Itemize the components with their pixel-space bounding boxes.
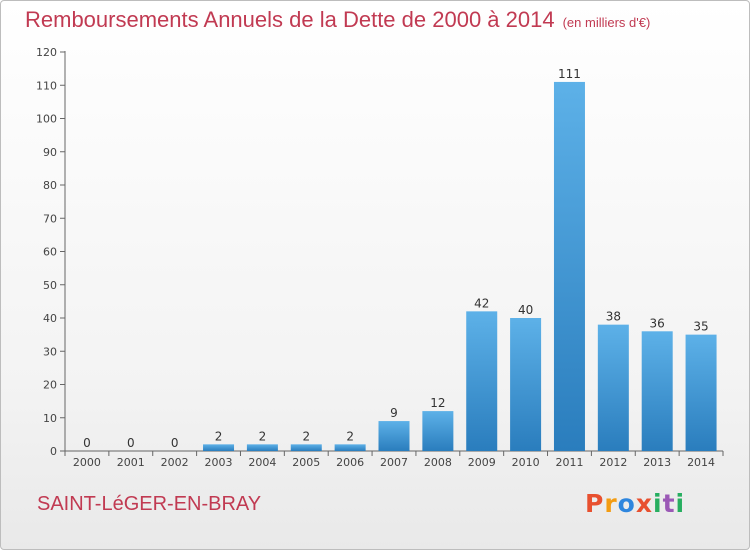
y-tick-label: 70 bbox=[43, 212, 57, 225]
bar-value-label: 2 bbox=[259, 429, 267, 443]
bar bbox=[246, 444, 278, 451]
y-tick-label: 80 bbox=[43, 179, 57, 192]
bar-value-label: 2 bbox=[215, 429, 223, 443]
bar bbox=[203, 444, 235, 451]
chart-title-unit: (en milliers d'€) bbox=[562, 15, 651, 30]
x-tick-label: 2007 bbox=[380, 456, 408, 469]
x-tick-label: 2003 bbox=[205, 456, 233, 469]
bar-value-label: 111 bbox=[558, 67, 581, 81]
y-tick-label: 90 bbox=[43, 146, 57, 159]
bar bbox=[685, 334, 717, 451]
y-tick-label: 50 bbox=[43, 279, 57, 292]
bar-value-label: 12 bbox=[430, 396, 445, 410]
bar-value-label: 42 bbox=[474, 296, 489, 310]
bar bbox=[597, 324, 629, 451]
x-tick-label: 2009 bbox=[468, 456, 496, 469]
x-tick-label: 2010 bbox=[512, 456, 540, 469]
x-tick-label: 2013 bbox=[643, 456, 671, 469]
logo-letter: i bbox=[675, 489, 686, 518]
chart-labels: 2000 0 2001 0 2002 0 2003 2 2004 2 2005 2 2006 2 2007 9… bbox=[73, 67, 715, 469]
bar-value-label: 2 bbox=[346, 429, 354, 443]
logo-letter: x bbox=[635, 489, 653, 518]
bar bbox=[290, 444, 322, 451]
y-tick-label: 110 bbox=[36, 79, 57, 92]
logo-letter: P bbox=[585, 489, 605, 518]
logo-letter: r bbox=[604, 489, 618, 518]
x-tick-label: 2012 bbox=[599, 456, 627, 469]
x-tick-label: 2005 bbox=[292, 456, 320, 469]
logo-letter: i bbox=[653, 489, 663, 518]
bar-value-label: 40 bbox=[518, 303, 533, 317]
bar-value-label: 9 bbox=[390, 406, 398, 420]
bar bbox=[466, 311, 498, 451]
x-tick-label: 2014 bbox=[687, 456, 715, 469]
y-tick-label: 10 bbox=[43, 412, 57, 425]
bar-value-label: 36 bbox=[650, 316, 665, 330]
bar bbox=[378, 421, 410, 451]
bar-value-label: 0 bbox=[171, 436, 179, 450]
x-tick-label: 2002 bbox=[161, 456, 189, 469]
logo-letter: o bbox=[617, 489, 636, 518]
y-tick-label: 20 bbox=[43, 379, 57, 392]
bar-value-label: 38 bbox=[606, 310, 621, 324]
bar bbox=[553, 81, 585, 452]
logo-letter: t bbox=[662, 489, 676, 518]
x-tick-label: 2000 bbox=[73, 456, 101, 469]
x-tick-label: 2004 bbox=[248, 456, 276, 469]
bar bbox=[334, 444, 366, 451]
proxiti-logo: Proxiti bbox=[585, 489, 685, 518]
bar-value-label: 35 bbox=[693, 320, 708, 334]
chart-title-text: Remboursements Annuels de la Dette de 20… bbox=[25, 7, 555, 32]
x-tick-label: 2011 bbox=[555, 456, 583, 469]
bar-value-label: 2 bbox=[302, 429, 310, 443]
y-tick-label: 120 bbox=[36, 46, 57, 59]
x-tick-label: 2001 bbox=[117, 456, 145, 469]
bar bbox=[641, 331, 673, 451]
y-tick-label: 40 bbox=[43, 312, 57, 325]
y-tick-label: 100 bbox=[36, 113, 57, 126]
bar bbox=[510, 318, 542, 451]
chart-bars bbox=[203, 81, 717, 452]
y-tick-label: 0 bbox=[50, 445, 57, 458]
x-tick-label: 2006 bbox=[336, 456, 364, 469]
bar-value-label: 0 bbox=[127, 436, 135, 450]
y-tick-label: 60 bbox=[43, 246, 57, 259]
bar-value-label: 0 bbox=[83, 436, 91, 450]
y-tick-label: 30 bbox=[43, 345, 57, 358]
bar bbox=[422, 411, 454, 451]
x-tick-label: 2008 bbox=[424, 456, 452, 469]
chart-title: Remboursements Annuels de la Dette de 20… bbox=[25, 7, 650, 33]
town-name: SAINT-LéGER-EN-BRAY bbox=[37, 493, 262, 515]
